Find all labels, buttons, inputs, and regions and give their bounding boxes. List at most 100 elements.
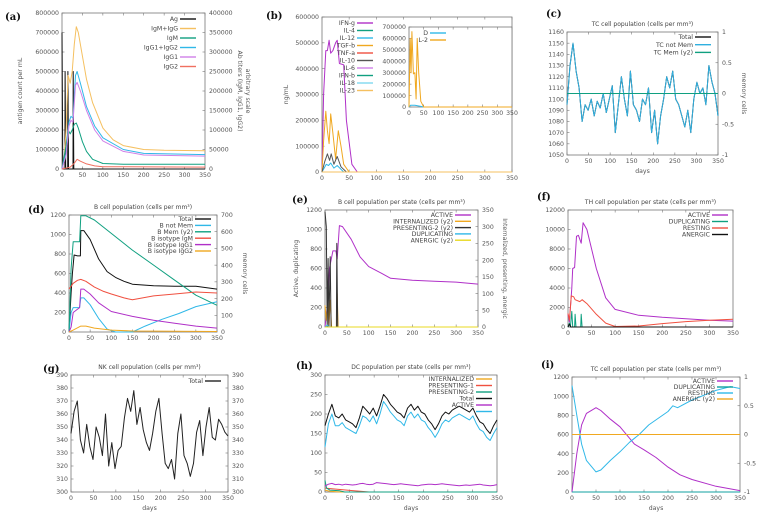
y-tick-label: 0	[561, 324, 565, 331]
legend-label: Total	[678, 34, 694, 41]
y2-tick-label: 100	[482, 291, 494, 298]
y-tick-label: 1000	[553, 393, 569, 400]
x-tick-label: 0	[566, 330, 570, 337]
y-tick-label: 10000	[545, 227, 565, 234]
series-line-igg1	[61, 81, 206, 170]
y2-axis-label: memory cells	[740, 73, 747, 115]
y-tick-label: 1160	[548, 29, 564, 36]
y2-tick-label: 0.5	[744, 403, 754, 410]
panel-label: (b)	[266, 11, 282, 22]
series-line-total	[68, 230, 218, 333]
series-line-total	[324, 394, 498, 434]
x-tick-label: 100	[97, 172, 109, 179]
y2-tick-label: 350	[232, 424, 244, 431]
y-tick-label: 1000	[306, 227, 322, 234]
y-tick-label: 0	[565, 489, 569, 496]
x-tick-label: 50	[345, 175, 353, 182]
y2-tick-label: 500	[221, 246, 233, 253]
y-tick-label: 1090	[548, 107, 564, 114]
x-axis-label: days	[142, 505, 157, 512]
panel-label: (a)	[5, 12, 21, 23]
legend-label: IgM+IgG	[151, 26, 178, 33]
series-line-active	[324, 482, 498, 487]
y-tick-label: 200	[54, 310, 66, 317]
panel-h: 0 50 100 150 200 250 300 350 0 50 100 150 200 250 300 I…	[296, 361, 503, 512]
panel-label: (d)	[28, 205, 44, 216]
y-tick-label: 400000	[295, 66, 319, 73]
x-tick-label: 300	[450, 330, 462, 337]
legend-label: Total	[188, 378, 204, 385]
series-line-internalized-y2	[324, 293, 478, 328]
x-tick-label: 50	[420, 110, 428, 117]
legend-label: INTERNALIZED (y2)	[393, 219, 453, 226]
y-tick-label: 1200	[306, 207, 322, 214]
y-tick-label: 12000	[545, 207, 565, 214]
y-tick-label: 600000	[35, 49, 59, 56]
plot-frame	[70, 374, 229, 493]
y2-tick-label: -0.5	[744, 460, 756, 467]
x-tick-label: 350	[727, 330, 739, 337]
y-tick-label: 1050	[548, 152, 564, 159]
x-tick-label: 150	[398, 175, 410, 182]
y-tick-label: 100000	[295, 143, 319, 150]
y-tick-label: 1000	[50, 232, 66, 239]
y-tick-label: 1140	[548, 52, 564, 59]
x-tick-label: 350	[222, 495, 234, 502]
y-tick-label: 800000	[35, 10, 59, 17]
series-line-b-isotype-igm	[68, 278, 218, 301]
chart-title: DC population per state (cells per mm³)	[351, 364, 471, 371]
y-tick-label: 320	[56, 463, 68, 470]
chart-title: B cell population per state (cells per m…	[338, 199, 465, 206]
y-tick-label: 100000	[35, 147, 59, 154]
y2-tick-label: 350000	[209, 30, 233, 37]
x-tick-label: 100	[609, 330, 621, 337]
y-tick-label: 400	[557, 451, 569, 458]
y2-tick-label: 320	[232, 463, 244, 470]
series-line-b-isotype-igg1	[68, 288, 218, 333]
x-tick-label: 300	[710, 495, 722, 502]
legend-label: TNF-a	[336, 50, 355, 57]
x-tick-label: 300	[200, 495, 212, 502]
x-tick-label: 250	[477, 110, 489, 117]
x-tick-label: 350	[506, 110, 518, 117]
x-tick-label: 200	[148, 335, 160, 342]
x-tick-label: 200	[662, 495, 674, 502]
y-tick-label: 50	[314, 470, 322, 477]
y2-tick-label: 0	[209, 166, 213, 173]
y-tick-label: 1100	[548, 96, 564, 103]
y2-tick-label: 0	[744, 432, 748, 439]
y2-tick-label: 100	[221, 312, 233, 319]
x-tick-label: 0	[320, 175, 324, 182]
legend-label: TC not Mem	[655, 42, 693, 49]
legend-label: B isotype IgM	[151, 235, 193, 242]
legend-label: ANERGIC (y2)	[673, 396, 715, 403]
y2-tick-label: 150000	[209, 108, 233, 115]
legend-label: RESTING	[683, 225, 710, 232]
series-line-anergic	[567, 323, 733, 328]
x-tick-label: 100	[604, 158, 616, 165]
x-tick-label: 250	[452, 175, 464, 182]
panel-b: 0 50 100 150 200 250 300 3500100000200000300000…	[266, 11, 518, 182]
y-tick-label: 2000	[549, 305, 565, 312]
legend-label: ACTIVE	[693, 378, 715, 385]
x-tick-label: 200	[417, 495, 429, 502]
y2-tick-label: 250	[482, 241, 494, 248]
legend-label: B isotype IgG1	[148, 242, 193, 249]
y-axis-label: antigen count per mL	[17, 57, 24, 124]
y2-tick-label: 300000	[209, 49, 233, 56]
x-tick-label: 0	[407, 110, 411, 117]
x-tick-label: 100	[105, 335, 117, 342]
x-tick-label: 300	[479, 175, 491, 182]
series-line-igg2	[61, 158, 206, 170]
legend-label: IL-10	[340, 58, 355, 65]
y2-tick-label: 340	[232, 437, 244, 444]
y-tick-label: 0	[318, 324, 322, 331]
legend-label: ANERGIC (y2)	[411, 237, 453, 244]
y2-tick-label: 400000	[209, 10, 233, 17]
chart-title: B cell population (cells per mm³)	[94, 204, 192, 211]
x-tick-label: 350	[734, 495, 746, 502]
legend-label: ACTIVE	[688, 212, 710, 219]
panel-e: 0 50 100 150 200 250 300 3500200400600800100012…	[292, 195, 508, 337]
panel-label: (f)	[537, 192, 551, 203]
legend-label: DUPLICATING	[674, 384, 716, 391]
